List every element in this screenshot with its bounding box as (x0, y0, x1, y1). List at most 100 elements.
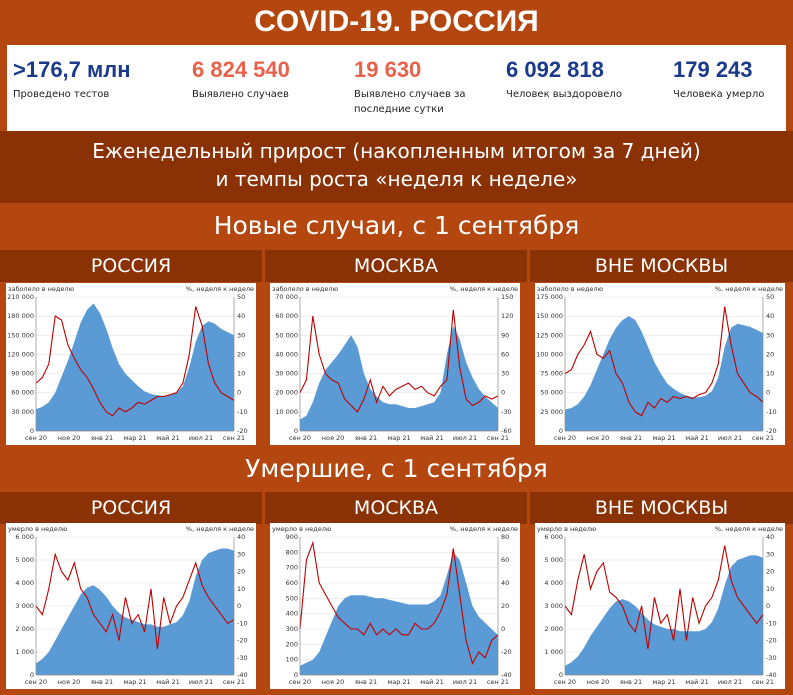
y2-tick-label: 0 (766, 602, 770, 610)
x-tick-label: ноя 20 (322, 434, 344, 442)
chart-panel-deaths-outside: умерло в неделю %, неделя к неделе 0 1 000 2… (535, 523, 785, 689)
stat-cases-day: 19 630 Выявлено случаев за последние сут… (354, 55, 484, 117)
y2-tick-label: -30 (501, 408, 512, 416)
x-tick-label: май 21 (685, 434, 708, 442)
y-tick-label: 50 000 (275, 331, 298, 339)
y-tick-label: 1 000 (544, 648, 563, 656)
y2-tick-label: -30 (766, 654, 777, 662)
y2-axis-title: %, неделя к неделе (450, 525, 518, 533)
y-tick-label: 6 000 (544, 533, 563, 541)
stat-tests: >176,7 млн Проведено тестов (13, 55, 131, 102)
y-tick-label: 0 (294, 427, 298, 435)
y-tick-label: 50 000 (540, 389, 563, 397)
stat-deaths-value: 179 243 (673, 57, 753, 82)
stat-cases-day-label: Выявлено случаев за последние сутки (354, 89, 466, 115)
y2-axis-title: %, неделя к неделе (715, 285, 783, 293)
y-tick-label: 5 000 (544, 556, 563, 564)
y2-tick-label: 50 (237, 293, 245, 301)
section-title-cases: Новые случаи, с 1 сентября (0, 205, 793, 247)
y2-tick-label: -40 (237, 671, 248, 679)
y2-tick-label: 40 (237, 533, 245, 541)
x-tick-label: июл 21 (453, 434, 477, 442)
chart-panel-cases-outside: заболело в неделю %, неделя к неделе 0 25 0… (535, 283, 785, 445)
y2-tick-label: 20 (237, 350, 245, 358)
y-tick-label: 2 000 (15, 625, 34, 633)
x-tick-label: сен 21 (223, 678, 245, 686)
region-label-outside-cases: ВНЕ МОСКВЫ (530, 250, 793, 282)
chart-panel-cases-russia: заболело в неделю %, неделя к неделе 0 30 0… (6, 283, 256, 445)
x-tick-label: ноя 20 (58, 678, 80, 686)
y2-tick-label: 120 (501, 312, 513, 320)
x-tick-label: май 21 (156, 678, 179, 686)
region-label-moscow-deaths: МОСКВА (265, 492, 527, 524)
subtitle-line-1: Еженедельный прирост (накопленным итогом… (92, 139, 701, 163)
x-tick-label: сен 21 (752, 434, 774, 442)
stat-cases-value: 6 824 540 (192, 57, 290, 82)
stat-cases-day-value: 19 630 (354, 57, 422, 82)
y-axis-title: заболело в неделю (272, 285, 339, 293)
y-tick-label: 150 000 (7, 331, 34, 339)
y-axis-title: умерло в неделю (8, 525, 68, 533)
y2-tick-label: 30 (501, 370, 509, 378)
y-tick-label: 40 000 (275, 350, 298, 358)
x-tick-label: июл 21 (718, 678, 742, 686)
y2-tick-label: -20 (237, 637, 248, 645)
y2-tick-label: 30 (766, 331, 774, 339)
y-tick-label: 2 000 (544, 625, 563, 633)
y-tick-label: 0 (30, 671, 34, 679)
y-axis-title: заболело в неделю (537, 285, 604, 293)
y2-tick-label: 0 (237, 389, 241, 397)
page-title: COVID-19. РОССИЯ (0, 0, 793, 44)
y-tick-label: 200 (286, 640, 298, 648)
growth-line (299, 309, 499, 413)
y-tick-label: 20 000 (275, 389, 298, 397)
x-tick-label: сен 21 (223, 434, 245, 442)
y-tick-label: 3 000 (544, 602, 563, 610)
y2-tick-label: 20 (766, 350, 774, 358)
subtitle: Еженедельный прирост (накопленным итогом… (0, 131, 793, 203)
region-label-moscow-cases: МОСКВА (265, 250, 527, 282)
y2-tick-label: 10 (237, 370, 245, 378)
x-tick-label: май 21 (420, 678, 443, 686)
y-tick-label: 150 000 (536, 312, 563, 320)
x-tick-label: май 21 (156, 434, 179, 442)
y2-tick-label: 0 (501, 389, 505, 397)
y-tick-label: 3 000 (15, 602, 34, 610)
y-axis-title: умерло в неделю (272, 525, 332, 533)
y2-tick-label: 0 (501, 625, 505, 633)
y2-tick-label: -20 (501, 648, 512, 656)
x-tick-label: мар 21 (387, 434, 410, 442)
y-tick-label: 10 000 (275, 408, 298, 416)
y2-tick-label: 0 (237, 602, 241, 610)
y2-tick-label: -20 (237, 427, 248, 435)
x-tick-label: ноя 20 (322, 678, 344, 686)
x-tick-label: мар 21 (123, 434, 146, 442)
y-tick-label: 90 000 (11, 370, 34, 378)
x-tick-label: май 21 (420, 434, 443, 442)
x-tick-label: янв 21 (91, 678, 113, 686)
region-label-outside-deaths: ВНЕ МОСКВЫ (530, 492, 793, 524)
stat-recovered-label: Человек выздоровело (506, 89, 622, 100)
x-tick-label: янв 21 (355, 678, 377, 686)
y2-tick-label: 60 (501, 556, 509, 564)
y-tick-label: 0 (30, 427, 34, 435)
y-tick-label: 6 000 (15, 533, 34, 541)
chart-deaths-moscow: умерло в неделю%, неделя к неделе0100200… (272, 525, 518, 686)
y-tick-label: 300 (286, 625, 298, 633)
y2-tick-label: 40 (766, 312, 774, 320)
y-tick-label: 30 000 (11, 408, 34, 416)
x-tick-label: мар 21 (652, 434, 675, 442)
y2-tick-label: -10 (237, 408, 248, 416)
region-label-russia-deaths: РОССИЯ (0, 492, 262, 524)
y-tick-label: 500 (286, 594, 298, 602)
y2-tick-label: 40 (237, 312, 245, 320)
y-tick-label: 700 (286, 564, 298, 572)
stat-recovered: 6 092 818 Человек выздоровело (506, 55, 622, 102)
y2-tick-label: 20 (766, 568, 774, 576)
y2-tick-label: -60 (501, 427, 512, 435)
x-tick-label: сен 21 (487, 434, 509, 442)
y2-tick-label: 10 (237, 585, 245, 593)
y2-tick-label: 20 (237, 568, 245, 576)
area-series (36, 303, 234, 431)
y2-tick-label: -10 (766, 408, 777, 416)
